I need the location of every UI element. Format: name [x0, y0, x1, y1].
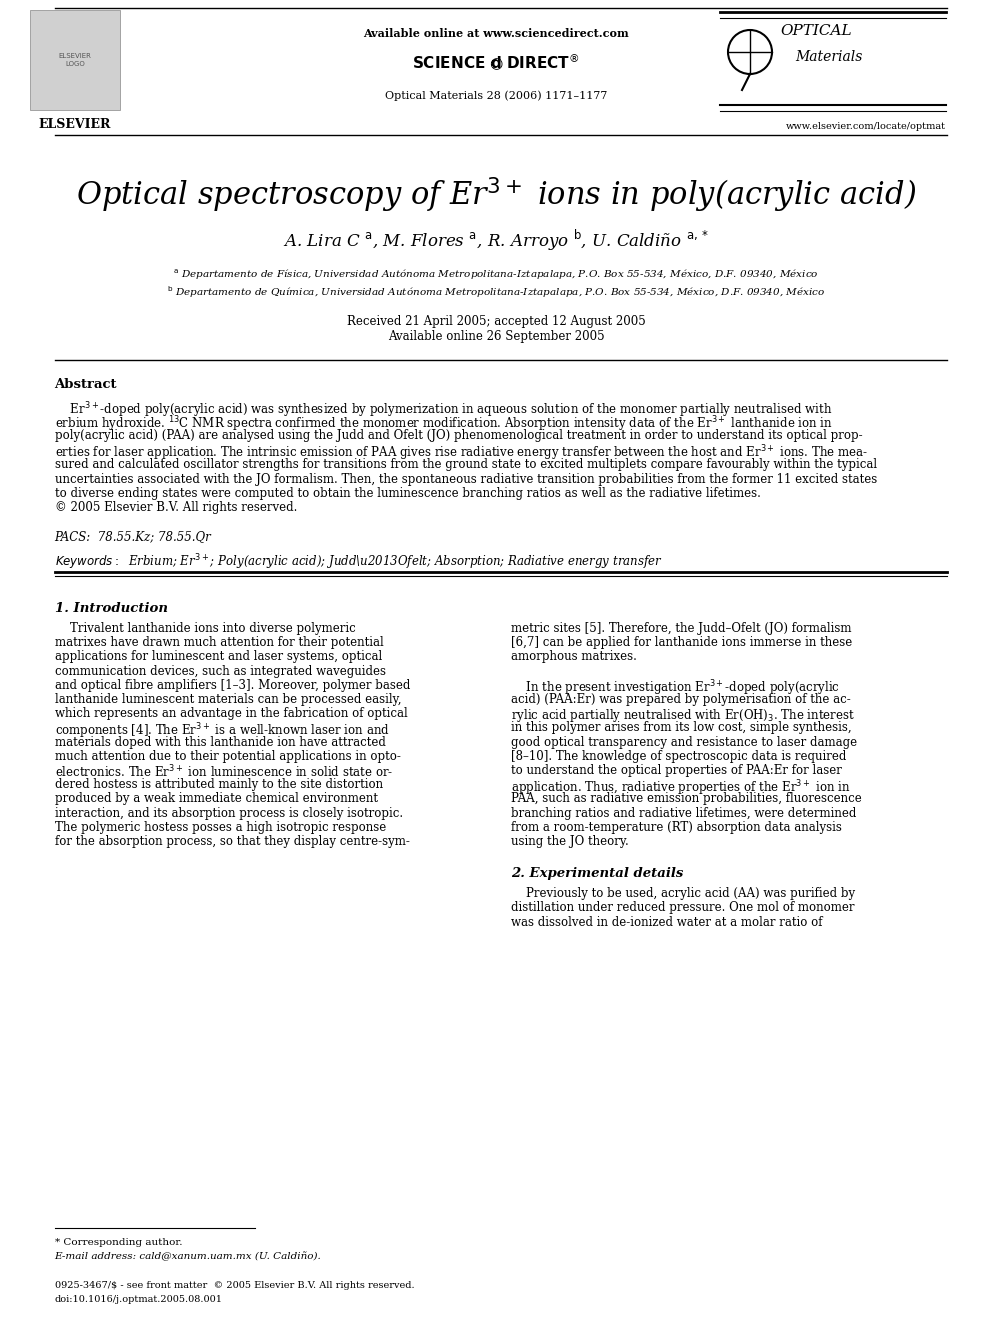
Text: PAA, such as radiative emission probabilities, fluorescence: PAA, such as radiative emission probabil… — [511, 792, 862, 806]
Text: communication devices, such as integrated waveguides: communication devices, such as integrate… — [55, 664, 386, 677]
Text: electronics. The Er$^{3+}$ ion luminescence in solid state or-: electronics. The Er$^{3+}$ ion luminesce… — [55, 763, 393, 781]
Text: lanthanide luminescent materials can be processed easily,: lanthanide luminescent materials can be … — [55, 693, 401, 706]
Text: Abstract: Abstract — [55, 378, 117, 392]
Text: © 2005 Elsevier B.V. All rights reserved.: © 2005 Elsevier B.V. All rights reserved… — [55, 501, 297, 515]
Text: distillation under reduced pressure. One mol of monomer: distillation under reduced pressure. One… — [511, 901, 854, 914]
Bar — [30, 11, 120, 110]
Text: erbium hydroxide. $^{13}$C NMR spectra confirmed the monomer modification. Absor: erbium hydroxide. $^{13}$C NMR spectra c… — [55, 414, 832, 434]
Text: Previously to be used, acrylic acid (AA) was purified by: Previously to be used, acrylic acid (AA)… — [511, 888, 855, 900]
Text: The polymeric hostess posses a high isotropic response: The polymeric hostess posses a high isot… — [55, 820, 386, 833]
Text: branching ratios and radiative lifetimes, were determined: branching ratios and radiative lifetimes… — [511, 807, 856, 820]
Text: produced by a weak immediate chemical environment: produced by a weak immediate chemical en… — [55, 792, 378, 806]
Text: Received 21 April 2005; accepted 12 August 2005: Received 21 April 2005; accepted 12 Augu… — [346, 315, 646, 328]
Text: much attention due to their potential applications in opto-: much attention due to their potential ap… — [55, 750, 401, 763]
Text: In the present investigation Er$^{3+}$-doped poly(acrylic: In the present investigation Er$^{3+}$-d… — [511, 679, 840, 699]
Text: and optical fibre amplifiers [1–3]. Moreover, polymer based: and optical fibre amplifiers [1–3]. More… — [55, 679, 410, 692]
Text: acid) (PAA:Er) was prepared by polymerisation of the ac-: acid) (PAA:Er) was prepared by polymeris… — [511, 693, 850, 706]
Text: E-mail address: cald@xanum.uam.mx (U. Caldiño).: E-mail address: cald@xanum.uam.mx (U. Ca… — [55, 1252, 321, 1262]
Text: ELSEVIER
LOGO: ELSEVIER LOGO — [59, 53, 91, 66]
Text: Optical Materials 28 (2006) 1171–1177: Optical Materials 28 (2006) 1171–1177 — [385, 90, 607, 101]
Text: materials doped with this lanthanide ion have attracted: materials doped with this lanthanide ion… — [55, 736, 386, 749]
Text: 0925-3467/$ - see front matter  © 2005 Elsevier B.V. All rights reserved.: 0925-3467/$ - see front matter © 2005 El… — [55, 1281, 415, 1290]
Text: * Corresponding author.: * Corresponding author. — [55, 1238, 183, 1248]
Text: rylic acid partially neutralised with Er(OH)$_3$. The interest: rylic acid partially neutralised with Er… — [511, 708, 855, 724]
Text: 2. Experimental details: 2. Experimental details — [511, 867, 683, 880]
Text: which represents an advantage in the fabrication of optical: which represents an advantage in the fab… — [55, 708, 408, 720]
Text: $\mathbf{SCIENCE}$ $\bigcirc\!\!\!\!\!\mathbf{d}$ $\mathbf{DIRECT}^{\circledR}$: $\mathbf{SCIENCE}$ $\bigcirc\!\!\!\!\!\m… — [413, 52, 579, 73]
Text: good optical transparency and resistance to laser damage: good optical transparency and resistance… — [511, 736, 857, 749]
Text: $\it{Keywords:}$  Erbium; Er$^{3+}$; Poly(acrylic acid); Judd\u2013Ofelt; Absorp: $\it{Keywords:}$ Erbium; Er$^{3+}$; Poly… — [55, 552, 663, 572]
Text: erties for laser application. The intrinsic emission of PAA gives rise radiative: erties for laser application. The intrin… — [55, 443, 868, 463]
Text: $^{\rm a}$ Departamento de Física, Universidad Autónoma Metropolitana-Iztapalapa: $^{\rm a}$ Departamento de Física, Unive… — [174, 269, 818, 282]
Text: Materials: Materials — [795, 50, 862, 64]
Text: [8–10]. The knowledge of spectroscopic data is required: [8–10]. The knowledge of spectroscopic d… — [511, 750, 846, 763]
Text: sured and calculated oscillator strengths for transitions from the ground state : sured and calculated oscillator strength… — [55, 458, 877, 471]
Text: for the absorption process, so that they display centre-sym-: for the absorption process, so that they… — [55, 835, 410, 848]
Text: Er$^{3+}$-doped poly(acrylic acid) was synthesized by polymerization in aqueous : Er$^{3+}$-doped poly(acrylic acid) was s… — [55, 400, 832, 419]
Text: components [4]. The Er$^{3+}$ is a well-known laser ion and: components [4]. The Er$^{3+}$ is a well-… — [55, 721, 389, 741]
Text: dered hostess is attributed mainly to the site distortion: dered hostess is attributed mainly to th… — [55, 778, 383, 791]
Text: application. Thus, radiative properties of the Er$^{3+}$ ion in: application. Thus, radiative properties … — [511, 778, 850, 798]
Text: matrixes have drawn much attention for their potential: matrixes have drawn much attention for t… — [55, 636, 383, 650]
Text: ELSEVIER: ELSEVIER — [39, 118, 111, 131]
Text: to diverse ending states were computed to obtain the luminescence branching rati: to diverse ending states were computed t… — [55, 487, 761, 500]
Text: www.elsevier.com/locate/optmat: www.elsevier.com/locate/optmat — [786, 122, 946, 131]
Text: PACS:  78.55.Kz; 78.55.Qr: PACS: 78.55.Kz; 78.55.Qr — [55, 531, 211, 542]
Text: Optical spectroscopy of Er$^{3+}$ ions in poly(acrylic acid): Optical spectroscopy of Er$^{3+}$ ions i… — [75, 175, 917, 214]
Text: amorphous matrixes.: amorphous matrixes. — [511, 651, 637, 663]
Text: poly(acrylic acid) (PAA) are analysed using the Judd and Ofelt (JO) phenomenolog: poly(acrylic acid) (PAA) are analysed us… — [55, 429, 862, 442]
Text: metric sites [5]. Therefore, the Judd–Ofelt (JO) formalism: metric sites [5]. Therefore, the Judd–Of… — [511, 622, 851, 635]
Text: to understand the optical properties of PAA:Er for laser: to understand the optical properties of … — [511, 763, 842, 777]
Text: [6,7] can be applied for lanthanide ions immerse in these: [6,7] can be applied for lanthanide ions… — [511, 636, 852, 650]
Text: applications for luminescent and laser systems, optical: applications for luminescent and laser s… — [55, 651, 382, 663]
Text: Available online 26 September 2005: Available online 26 September 2005 — [388, 329, 604, 343]
Text: Trivalent lanthanide ions into diverse polymeric: Trivalent lanthanide ions into diverse p… — [55, 622, 355, 635]
Text: OPTICAL: OPTICAL — [780, 24, 851, 38]
Text: was dissolved in de-ionized water at a molar ratio of: was dissolved in de-ionized water at a m… — [511, 916, 822, 929]
Text: uncertainties associated with the JO formalism. Then, the spontaneous radiative : uncertainties associated with the JO for… — [55, 472, 877, 486]
Text: from a room-temperature (RT) absorption data analysis: from a room-temperature (RT) absorption … — [511, 820, 842, 833]
Text: in this polymer arises from its low cost, simple synthesis,: in this polymer arises from its low cost… — [511, 721, 851, 734]
Text: 1. Introduction: 1. Introduction — [55, 602, 168, 615]
Text: Available online at www.sciencedirect.com: Available online at www.sciencedirect.co… — [363, 28, 629, 38]
Text: A. Lira C $^{\rm a}$, M. Flores $^{\rm a}$, R. Arroyo $^{\rm b}$, U. Caldiño $^{: A. Lira C $^{\rm a}$, M. Flores $^{\rm a… — [283, 228, 709, 253]
Text: using the JO theory.: using the JO theory. — [511, 835, 629, 848]
Text: $^{\rm b}$ Departamento de Química, Universidad Autónoma Metropolitana-Iztapalap: $^{\rm b}$ Departamento de Química, Univ… — [167, 284, 825, 300]
Text: doi:10.1016/j.optmat.2005.08.001: doi:10.1016/j.optmat.2005.08.001 — [55, 1295, 222, 1304]
Text: interaction, and its absorption process is closely isotropic.: interaction, and its absorption process … — [55, 807, 403, 820]
